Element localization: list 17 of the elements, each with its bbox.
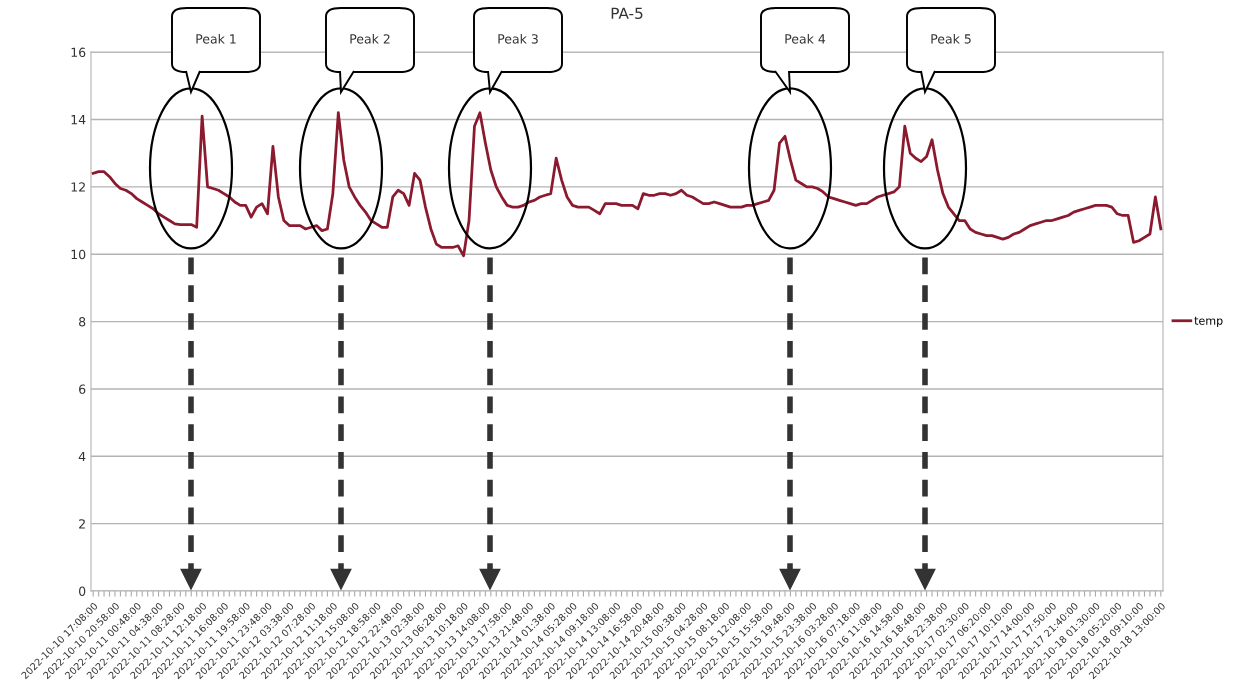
text: Peak 2 xyxy=(350,33,390,44)
y-tick-label: 16 xyxy=(71,47,86,58)
text: Peak 4 xyxy=(785,33,826,44)
y-tick-label: 8 xyxy=(79,317,86,327)
text: Peak 3 xyxy=(498,33,538,44)
chart-title: PA-5 xyxy=(611,7,643,20)
y-tick-label: 6 xyxy=(79,384,86,394)
y-tick-label: 0 xyxy=(79,586,86,596)
y-tick-label: 4 xyxy=(78,451,86,462)
line-series xyxy=(91,111,1163,258)
text: Peak 1 xyxy=(196,33,236,44)
y-tick-label: 12 xyxy=(71,182,85,192)
text: Peak 5 xyxy=(931,33,971,44)
y-tick-label: 14 xyxy=(71,115,86,125)
y-tick-label: 10 xyxy=(71,249,86,260)
y-tick-label: 2 xyxy=(79,519,85,529)
legend-label: temp xyxy=(1194,316,1223,327)
